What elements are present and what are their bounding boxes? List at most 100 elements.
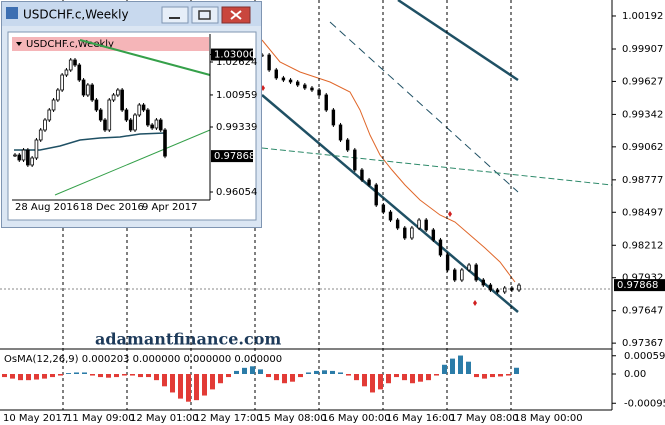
y-tick-label: 0.98212: [622, 240, 663, 251]
histogram-bar: [410, 374, 415, 384]
symbol-title: USDCHF.c,Weekly: [26, 39, 114, 50]
candle-body: [324, 94, 328, 111]
y-tick-label: 0.97932: [622, 273, 663, 284]
x-tick-label: 11 May 09:00: [66, 413, 135, 424]
candle-body: [146, 109, 150, 126]
price-box: [211, 48, 253, 61]
candle-body: [107, 99, 112, 131]
candle-body: [438, 239, 443, 256]
y-tick-label: 0.96054: [216, 187, 257, 198]
candle-body: [38, 129, 43, 141]
candle-body: [453, 269, 457, 281]
histogram-bar: [306, 372, 311, 374]
candle-body: [21, 149, 26, 161]
candle-body: [47, 109, 52, 121]
histogram-bar: [330, 370, 335, 374]
candle-body: [310, 87, 314, 91]
histogram-bar: [314, 370, 319, 374]
histogram-bar: [466, 361, 471, 374]
candle-body: [77, 64, 82, 81]
histogram-bar: [482, 374, 487, 379]
candle-body: [295, 81, 300, 86]
histogram-bar: [506, 374, 511, 376]
y-tick-label: 1.00959: [216, 90, 257, 101]
candle-body: [86, 84, 90, 96]
histogram-bar: [26, 374, 31, 381]
histogram-bar: [354, 374, 359, 381]
histogram-bar: [154, 374, 159, 381]
candle-body: [360, 169, 364, 181]
candle-body: [274, 69, 278, 79]
candle-body: [13, 154, 17, 157]
y-tick-label: 0.99627: [622, 76, 663, 87]
histogram-bar: [74, 372, 79, 374]
histogram-bar: [298, 374, 303, 378]
histogram-bar: [58, 374, 63, 376]
y-tick-label: 0.99339: [216, 122, 257, 133]
histogram-bar: [442, 364, 447, 374]
price-box: [211, 150, 253, 163]
candle-body: [51, 99, 56, 111]
symbol-header: [12, 37, 209, 51]
histogram-bar: [370, 374, 375, 393]
histogram-bar: [50, 374, 55, 378]
histogram-bar: [322, 370, 327, 374]
x-tick-label: 18 May 00:00: [514, 413, 583, 424]
dropdown-icon: [16, 42, 22, 46]
x-tick-label: 28 Aug 2016: [15, 202, 79, 213]
trend-line: [79, 39, 211, 76]
histogram-bar: [146, 374, 151, 378]
histogram-bar: [386, 374, 391, 384]
candle-body: [17, 154, 22, 161]
histogram-bar: [210, 374, 215, 390]
x-tick-label: 12 May 17:00: [194, 413, 263, 424]
histogram-bar: [66, 373, 71, 374]
trend-line: [54, 129, 211, 196]
y-tick-label: 0.98777: [622, 175, 663, 186]
histogram-bar: [474, 374, 479, 378]
restore-button[interactable]: [191, 6, 219, 24]
price-label: 0.97868: [214, 151, 255, 162]
histogram-bar: [218, 374, 223, 384]
y-tick-label: 1.02624: [216, 57, 257, 68]
histogram-bar: [338, 372, 343, 374]
histogram-bar: [42, 374, 47, 379]
y-tick-label: 0.98497: [622, 207, 663, 218]
candle-body: [395, 219, 400, 229]
histogram-bar: [290, 374, 295, 382]
price-label: 0.97868: [617, 280, 658, 291]
y-tick-label: 1.00192: [622, 11, 663, 22]
y-tick-label: 0.000593: [624, 351, 665, 362]
candle-body: [60, 74, 64, 91]
candle-body: [431, 229, 436, 241]
histogram-bar: [402, 374, 407, 381]
histogram-bar: [274, 374, 279, 381]
indicator-title: OsMA(12,26,9) 0.000203 0.000000 0.000000…: [4, 354, 282, 365]
candle-body: [30, 157, 34, 166]
histogram-bar: [194, 374, 199, 401]
histogram-bar: [226, 374, 231, 378]
candle-body: [73, 59, 77, 66]
candle-body: [56, 89, 60, 101]
candle-body: [517, 284, 521, 291]
window-title: USDCHF.c,Weekly: [23, 8, 129, 22]
restore-icon: [198, 10, 211, 20]
price-label: 1.03000: [214, 50, 255, 61]
candle-body: [495, 289, 500, 293]
moving-average: [261, 39, 516, 283]
histogram-bar: [490, 374, 495, 378]
candle-body: [133, 114, 137, 131]
x-tick-label: 12 May 01:00: [130, 413, 199, 424]
candle-body: [331, 109, 336, 126]
x-tick-label: 9 Apr 2017: [142, 202, 197, 213]
candle-body: [141, 104, 146, 111]
candle-body: [488, 284, 493, 291]
histogram-bar: [98, 374, 103, 378]
candle-body: [510, 287, 514, 291]
candle-body: [158, 119, 163, 131]
candle-body: [474, 264, 478, 281]
candle-body: [81, 79, 86, 96]
minimize-button[interactable]: [161, 6, 189, 24]
x-tick-label: 10 May 2017: [3, 413, 68, 424]
